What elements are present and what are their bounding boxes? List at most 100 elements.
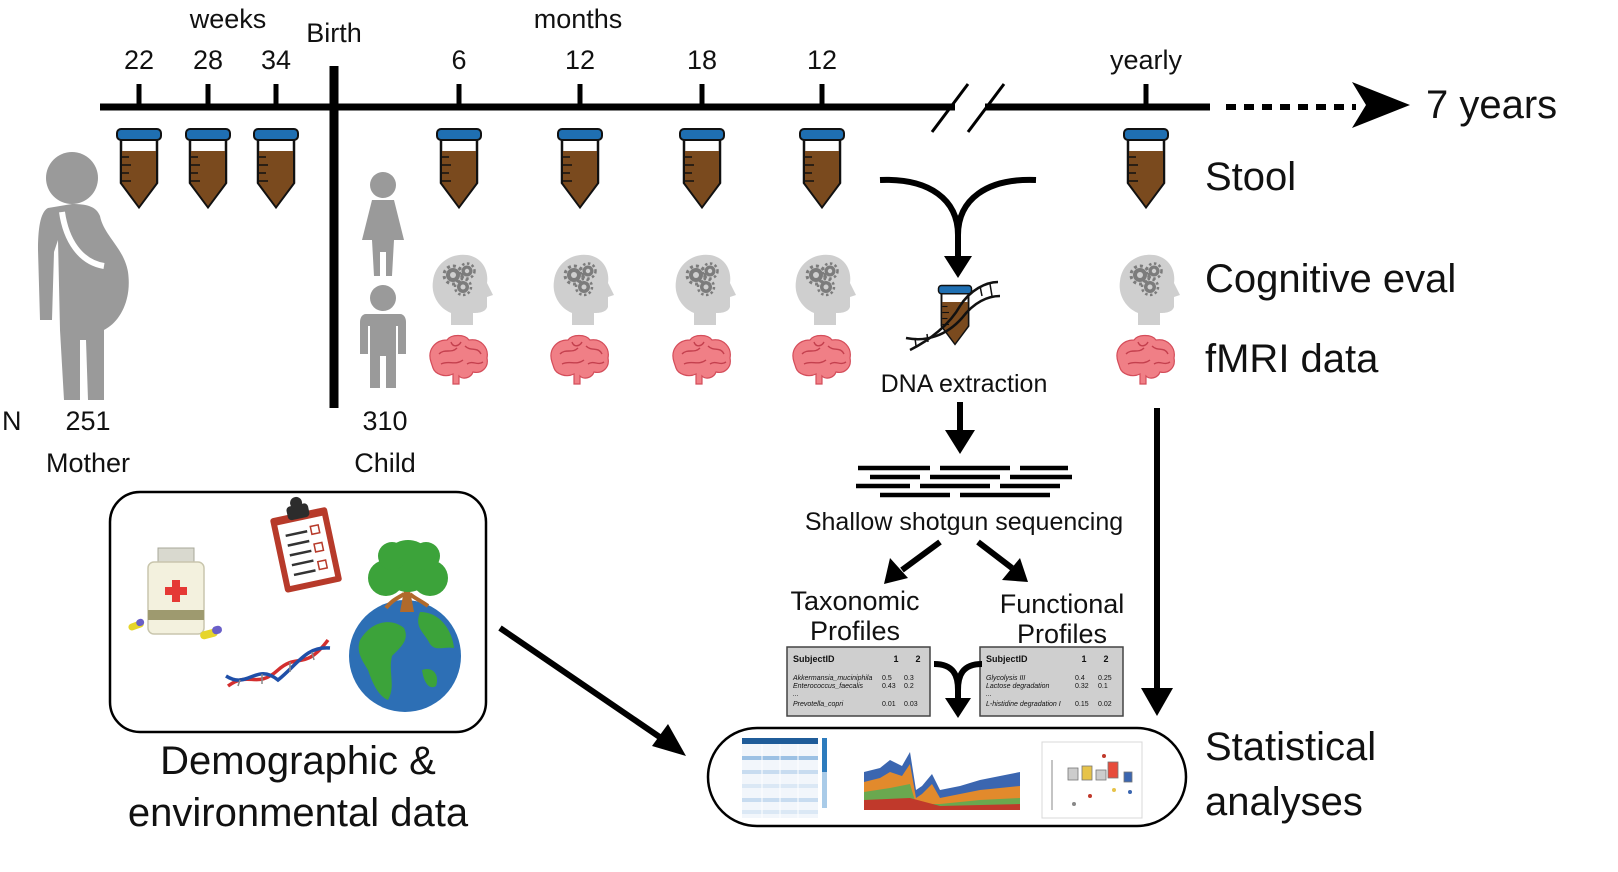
clipboard-icon — [270, 496, 342, 593]
week-tick-label: 34 — [261, 45, 291, 75]
boxplot-thumbnail — [1041, 741, 1143, 819]
statistical-analyses-panel — [706, 726, 1188, 828]
axis-break-mark — [966, 83, 1006, 133]
child-label: Child — [354, 448, 416, 478]
brain-icon — [672, 334, 732, 385]
tables-merge-arrow — [933, 661, 983, 718]
child-count: 310 — [362, 406, 407, 436]
table-col-header: 1 — [893, 654, 898, 664]
pregnant-mother-icon — [38, 152, 129, 400]
cognitive-head-icon — [794, 253, 858, 327]
taxonomic-label-line1: Taxonomic — [790, 586, 919, 616]
table-row-name: ... — [986, 691, 992, 698]
sequencing-reads-icon — [856, 465, 1072, 498]
dna-tube-icon — [905, 280, 1001, 352]
timeline: weeks Birth months 22 28 34 6 12 18 12 y… — [100, 4, 1557, 408]
row-label-cognitive: Cognitive eval — [1205, 257, 1456, 301]
mother-label: Mother — [46, 448, 130, 478]
stool-tube-icon — [435, 127, 483, 209]
end-label: 7 years — [1426, 83, 1557, 127]
table-cell: 0.25 — [1098, 675, 1112, 682]
fmri-scans — [429, 334, 1176, 385]
table-col-header: 1 — [1081, 654, 1086, 664]
month-tick-label: 12 — [807, 45, 837, 75]
table-cell: 0.4 — [1075, 675, 1085, 682]
table-row-name: Glycolysis III — [986, 675, 1025, 682]
table-row-name: Enterococcus_faecalis — [793, 683, 864, 690]
stool-tube-icon — [252, 127, 300, 209]
sequencing-label: Shallow shotgun sequencing — [805, 508, 1123, 536]
cognitive-head-icon — [674, 253, 738, 327]
cognitive-head-icon — [552, 253, 616, 327]
month-tick-label: 6 — [451, 45, 466, 75]
table-row-name: Prevotella_copri — [793, 701, 844, 708]
table-col-header: 2 — [1103, 654, 1108, 664]
brain-icon — [792, 334, 852, 385]
table-header: SubjectID — [986, 654, 1028, 664]
functional-profile-table: SubjectID 1 2 Glycolysis III 0.4 0.25 La… — [979, 646, 1124, 717]
brain-icon — [429, 334, 489, 385]
table-cell: 0.01 — [882, 701, 896, 708]
demographic-panel — [108, 490, 488, 734]
statistical-label-line1: Statistical — [1205, 725, 1376, 769]
stool-tube-icon — [556, 127, 604, 209]
table-cell: 0.2 — [904, 683, 914, 690]
table-row-name: L-histidine degradation I — [986, 701, 1061, 708]
merge-arrow — [879, 176, 1037, 278]
month-tick-label: 12 — [565, 45, 595, 75]
week-tick-label: 22 — [124, 45, 154, 75]
table-cell: 0.03 — [904, 701, 918, 708]
cognitive-head-icon — [431, 253, 495, 327]
table-row-name: Akkermansia_muciniphila — [792, 675, 872, 682]
row-label-fmri: fMRI data — [1205, 337, 1379, 381]
stool-samples — [115, 127, 1170, 209]
week-tick-label: 28 — [193, 45, 223, 75]
table-row-name: ... — [793, 691, 799, 698]
dna-helix-icon — [225, 638, 331, 688]
stacked-area-thumbnail — [864, 744, 1020, 810]
cognitive-evals — [431, 253, 1182, 327]
table-cell: 0.5 — [882, 675, 892, 682]
taxonomic-profile-table: SubjectID 1 2 Akkermansia_muciniphila 0.… — [786, 646, 931, 717]
n-label: N — [2, 406, 22, 436]
birth-label: Birth — [306, 18, 362, 48]
stool-tube-icon — [678, 127, 726, 209]
taxonomic-label-line2: Profiles — [810, 616, 900, 646]
demographic-label-line1: Demographic & — [160, 739, 436, 783]
stool-tube-icon — [184, 127, 232, 209]
table-header: SubjectID — [793, 654, 835, 664]
table-cell: 0.32 — [1075, 683, 1089, 690]
branch-arrows — [884, 539, 1028, 584]
mother-count: 251 — [65, 406, 110, 436]
timeline-arrowhead — [1352, 82, 1410, 128]
table-cell: 0.3 — [904, 675, 914, 682]
demographic-label-line2: environmental data — [128, 791, 469, 835]
axis-break-mark — [930, 83, 970, 133]
stool-tube-icon — [1122, 127, 1170, 209]
yearly-label: yearly — [1110, 45, 1183, 75]
months-label: months — [534, 4, 623, 34]
demographic-to-stats-arrow — [498, 625, 686, 756]
long-down-arrow — [1141, 408, 1173, 716]
brain-icon — [550, 334, 610, 385]
stool-tube-icon — [798, 127, 846, 209]
boy-icon — [360, 285, 406, 388]
girl-icon — [362, 172, 404, 276]
cognitive-head-icon — [1118, 253, 1182, 327]
table-cell: 0.43 — [882, 683, 896, 690]
statistical-label-line2: analyses — [1205, 780, 1363, 824]
heatmap-thumbnail — [742, 738, 827, 818]
functional-label-line1: Functional — [1000, 589, 1125, 619]
functional-label-line2: Profiles — [1017, 619, 1107, 649]
weeks-label: weeks — [189, 4, 267, 34]
dna-extraction-label: DNA extraction — [881, 370, 1048, 398]
month-tick-label: 18 — [687, 45, 717, 75]
earth-tree-icon — [349, 540, 461, 712]
down-arrow — [945, 402, 975, 454]
stool-tube-icon — [115, 127, 163, 209]
table-cell: 0.02 — [1098, 701, 1112, 708]
brain-icon — [1116, 334, 1176, 385]
table-row-name: Lactose degradation — [986, 683, 1050, 690]
table-cell: 0.15 — [1075, 701, 1089, 708]
